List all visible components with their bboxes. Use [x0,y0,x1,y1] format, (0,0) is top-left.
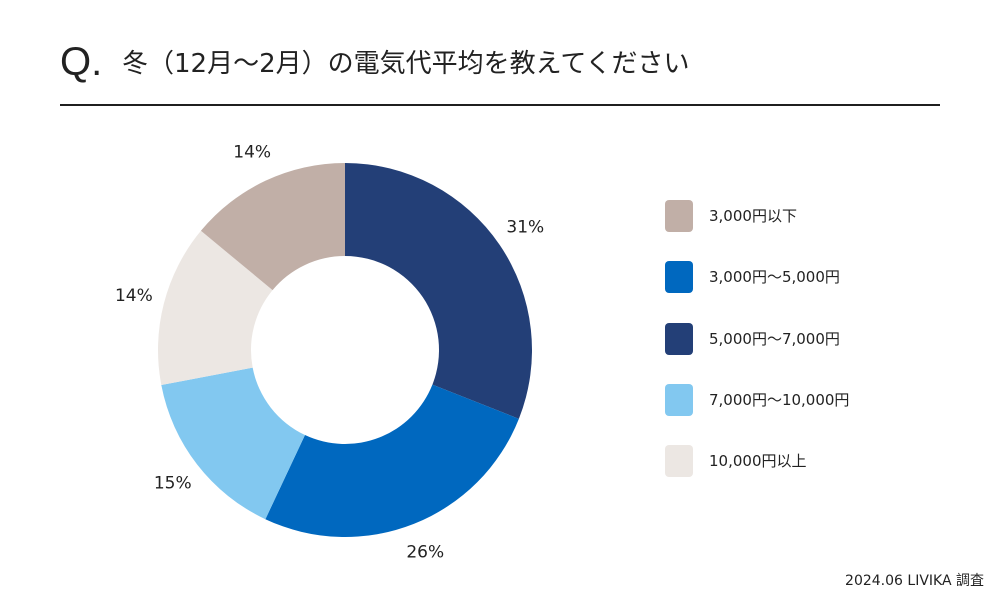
legend-swatch [665,261,693,293]
legend-swatch [665,323,693,355]
slice-value-label: 31% [506,217,544,237]
donut-chart: 31% 26% 15% 14% 14% [115,143,544,563]
source-note: 2024.06 LIVIKA 調査 [845,573,984,589]
donut-slice-1 [265,384,519,537]
donut-slices [158,163,532,537]
legend-swatch [665,445,693,477]
legend-item-7000-10000: 7,000円〜10,000円 [665,384,965,416]
legend-label: 5,000円〜7,000円 [709,330,840,348]
donut-slice-0 [345,163,532,419]
legend-label: 10,000円以上 [709,452,807,470]
slice-value-label: 14% [233,143,271,163]
donut-slice-2 [161,367,305,520]
legend-item-5000-7000: 5,000円〜7,000円 [665,323,965,355]
question-mark-label: Q. [60,40,103,84]
header: Q. 冬（12月〜2月）の電気代平均を教えてください [60,38,940,106]
legend-swatch [665,384,693,416]
legend-swatch [665,200,693,232]
legend-label: 7,000円〜10,000円 [709,391,850,409]
slice-value-label: 14% [115,286,153,306]
legend-label: 3,000円〜5,000円 [709,268,840,286]
chart-title: 冬（12月〜2月）の電気代平均を教えてください [122,49,690,79]
legend-item-3000-5000: 3,000円〜5,000円 [665,261,965,293]
legend-item-under-3000: 3,000円以下 [665,200,965,232]
legend-item-over-10000: 10,000円以上 [665,445,965,477]
slice-labels: 31% 26% 15% 14% 14% [115,143,544,563]
slice-value-label: 15% [154,474,192,494]
donut-slice-4 [200,163,345,291]
donut-slice-3 [158,230,273,386]
legend-label: 3,000円以下 [709,207,797,225]
slice-value-label: 26% [406,543,444,563]
